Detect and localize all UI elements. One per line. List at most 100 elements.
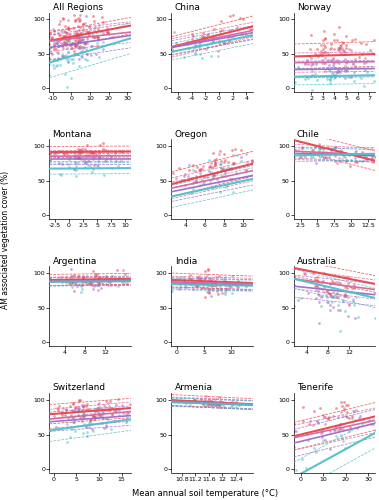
Point <box>64 36 70 44</box>
Point <box>193 172 199 180</box>
Point <box>310 60 316 68</box>
Point <box>47 276 53 283</box>
Point <box>184 38 190 46</box>
Point <box>211 402 218 409</box>
Point <box>210 399 216 407</box>
Point <box>335 68 341 76</box>
Point <box>77 288 83 296</box>
Point <box>343 44 349 52</box>
Point <box>81 412 87 420</box>
Point <box>343 41 349 49</box>
Point <box>213 154 219 162</box>
Point <box>77 44 83 52</box>
Point <box>47 156 53 164</box>
Point <box>187 280 193 288</box>
Point <box>335 306 341 314</box>
Point <box>208 162 214 170</box>
Point <box>75 154 81 162</box>
Point <box>204 282 210 290</box>
Point <box>173 174 179 182</box>
Point <box>202 280 208 288</box>
Point <box>80 35 86 43</box>
Point <box>205 286 211 294</box>
Point <box>332 73 338 81</box>
Point <box>227 174 233 182</box>
Point <box>315 286 321 294</box>
Point <box>340 38 346 46</box>
Point <box>319 48 325 56</box>
Point <box>181 276 187 283</box>
Point <box>91 16 97 24</box>
Point <box>334 56 340 64</box>
Point <box>65 48 71 56</box>
Point <box>208 292 215 300</box>
Point <box>61 27 67 35</box>
Point <box>342 62 348 70</box>
Point <box>55 50 61 58</box>
Point <box>71 152 77 160</box>
Point <box>196 272 202 280</box>
Point <box>84 432 90 440</box>
Point <box>221 398 227 406</box>
Point <box>307 52 313 60</box>
Point <box>220 38 226 46</box>
Point <box>71 418 77 426</box>
Point <box>69 33 75 41</box>
Point <box>318 278 324 286</box>
Point <box>325 56 331 64</box>
Point <box>332 144 338 152</box>
Point <box>201 33 207 41</box>
Point <box>82 38 88 46</box>
Point <box>328 292 334 300</box>
Point <box>92 23 98 31</box>
Point <box>91 26 97 34</box>
Point <box>341 404 347 411</box>
Point <box>330 55 336 63</box>
Point <box>360 415 366 423</box>
Point <box>305 60 311 68</box>
Point <box>72 277 78 285</box>
Point <box>86 22 92 30</box>
Point <box>73 150 79 158</box>
Point <box>75 396 81 404</box>
Point <box>54 37 60 45</box>
Point <box>193 280 199 288</box>
Point <box>59 160 65 168</box>
Point <box>219 166 225 174</box>
Point <box>108 425 114 433</box>
Point <box>60 32 66 40</box>
Point <box>190 178 196 186</box>
Point <box>61 40 67 48</box>
Point <box>308 62 314 70</box>
Point <box>205 265 211 273</box>
Point <box>58 28 64 36</box>
Point <box>197 172 203 180</box>
Point <box>188 275 194 283</box>
Point <box>222 167 229 175</box>
Point <box>88 279 94 287</box>
Point <box>63 405 69 413</box>
Point <box>210 33 216 41</box>
Point <box>47 29 53 37</box>
Point <box>83 422 89 430</box>
Point <box>331 36 337 44</box>
Point <box>228 33 234 41</box>
Text: All Regions: All Regions <box>53 2 103 12</box>
Point <box>363 152 369 160</box>
Point <box>209 282 215 290</box>
Point <box>329 70 335 78</box>
Point <box>192 50 198 58</box>
Point <box>351 284 357 292</box>
Point <box>112 418 118 426</box>
Point <box>80 273 86 281</box>
Point <box>315 290 321 298</box>
Point <box>117 276 123 284</box>
Point <box>95 281 101 289</box>
Point <box>90 33 96 41</box>
Point <box>192 50 198 58</box>
Point <box>109 411 115 419</box>
Point <box>64 29 70 37</box>
Point <box>46 54 52 62</box>
Point <box>335 66 341 74</box>
Point <box>64 82 70 90</box>
